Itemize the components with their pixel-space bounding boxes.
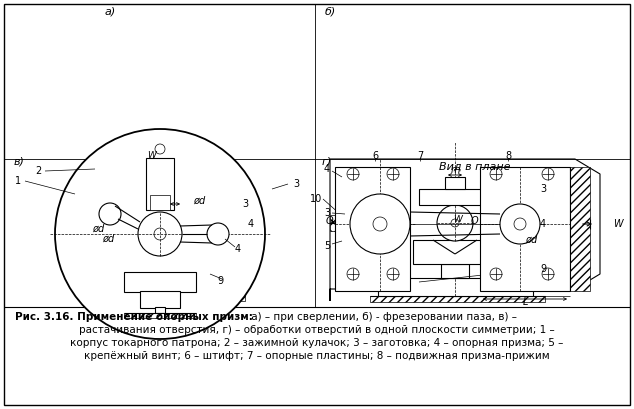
Bar: [135, 243, 215, 265]
Text: m: m: [450, 165, 460, 175]
Text: W: W: [148, 151, 157, 160]
Text: 9: 9: [540, 264, 546, 274]
Circle shape: [542, 168, 554, 180]
Text: 5: 5: [324, 241, 330, 251]
Circle shape: [387, 168, 399, 180]
Circle shape: [154, 228, 166, 240]
Bar: [570, 167, 590, 291]
Bar: [124, 313, 196, 318]
Bar: [150, 195, 170, 210]
Bar: [146, 158, 174, 210]
Text: 4: 4: [540, 219, 546, 229]
Text: ød: ød: [525, 235, 537, 245]
Text: в): в): [14, 156, 25, 166]
Text: б): б): [325, 6, 336, 16]
Circle shape: [99, 203, 121, 225]
Bar: [413, 240, 497, 264]
Text: а): а): [105, 6, 116, 16]
Circle shape: [350, 194, 410, 254]
Bar: [419, 189, 491, 205]
Bar: [335, 167, 410, 291]
Bar: [155, 307, 165, 313]
Bar: [370, 296, 545, 302]
Bar: [140, 291, 180, 308]
Text: W: W: [613, 219, 623, 229]
Text: а) – при сверлении, б) - фрезеровании паза, в) –: а) – при сверлении, б) - фрезеровании па…: [248, 312, 517, 322]
Text: W: W: [453, 214, 462, 223]
Text: 3: 3: [293, 179, 299, 189]
Text: 2: 2: [35, 166, 41, 176]
Text: 10: 10: [310, 194, 322, 204]
Text: 4: 4: [324, 164, 330, 174]
Text: ød: ød: [102, 234, 114, 244]
Text: 4: 4: [235, 244, 241, 254]
Text: L: L: [522, 297, 527, 307]
Text: 6: 6: [372, 151, 378, 161]
Text: ød: ød: [193, 196, 205, 206]
Bar: [378, 278, 533, 296]
Circle shape: [490, 268, 502, 280]
Bar: [105, 295, 245, 301]
Text: Рис. 3.16. Применение опорных призм:: Рис. 3.16. Применение опорных призм:: [15, 312, 253, 322]
Text: 9: 9: [217, 276, 223, 286]
Circle shape: [347, 268, 359, 280]
Circle shape: [171, 223, 179, 231]
Text: O: O: [470, 216, 478, 226]
Text: крепёжный винт; 6 – штифт; 7 – опорные пластины; 8 – подвижная призма-прижим: крепёжный винт; 6 – штифт; 7 – опорные п…: [84, 351, 550, 361]
Circle shape: [158, 210, 192, 244]
Text: 7: 7: [417, 151, 423, 161]
Circle shape: [514, 218, 526, 230]
Text: O: O: [325, 216, 333, 226]
Text: 1: 1: [15, 176, 21, 186]
Bar: [110, 279, 245, 295]
Text: 4: 4: [248, 219, 254, 229]
Bar: [330, 215, 350, 231]
Bar: [445, 177, 465, 189]
Circle shape: [490, 168, 502, 180]
Circle shape: [207, 223, 229, 245]
Circle shape: [373, 217, 387, 231]
Circle shape: [138, 212, 182, 256]
Text: 3: 3: [242, 199, 248, 209]
Bar: [124, 272, 196, 292]
Text: 3: 3: [324, 208, 330, 218]
Circle shape: [347, 168, 359, 180]
Text: ød: ød: [92, 224, 104, 234]
Text: корпус токарного патрона; 2 – зажимной кулачок; 3 – заготовка; 4 – опорная призм: корпус токарного патрона; 2 – зажимной к…: [70, 338, 564, 348]
Circle shape: [155, 144, 165, 154]
Text: растачивания отверстия, г) – обработки отверстий в одной плоскости симметрии; 1 : растачивания отверстия, г) – обработки о…: [79, 325, 555, 335]
Circle shape: [437, 205, 473, 241]
Circle shape: [55, 129, 265, 339]
Polygon shape: [330, 159, 600, 301]
Text: г): г): [322, 156, 332, 166]
Text: 3: 3: [540, 184, 546, 194]
Bar: [441, 264, 469, 278]
Bar: [480, 167, 570, 291]
Text: Вид в плане: Вид в плане: [439, 162, 511, 172]
Bar: [155, 265, 185, 279]
Text: 8: 8: [505, 151, 511, 161]
Circle shape: [451, 219, 459, 227]
Circle shape: [500, 204, 540, 244]
Circle shape: [387, 268, 399, 280]
Circle shape: [542, 268, 554, 280]
